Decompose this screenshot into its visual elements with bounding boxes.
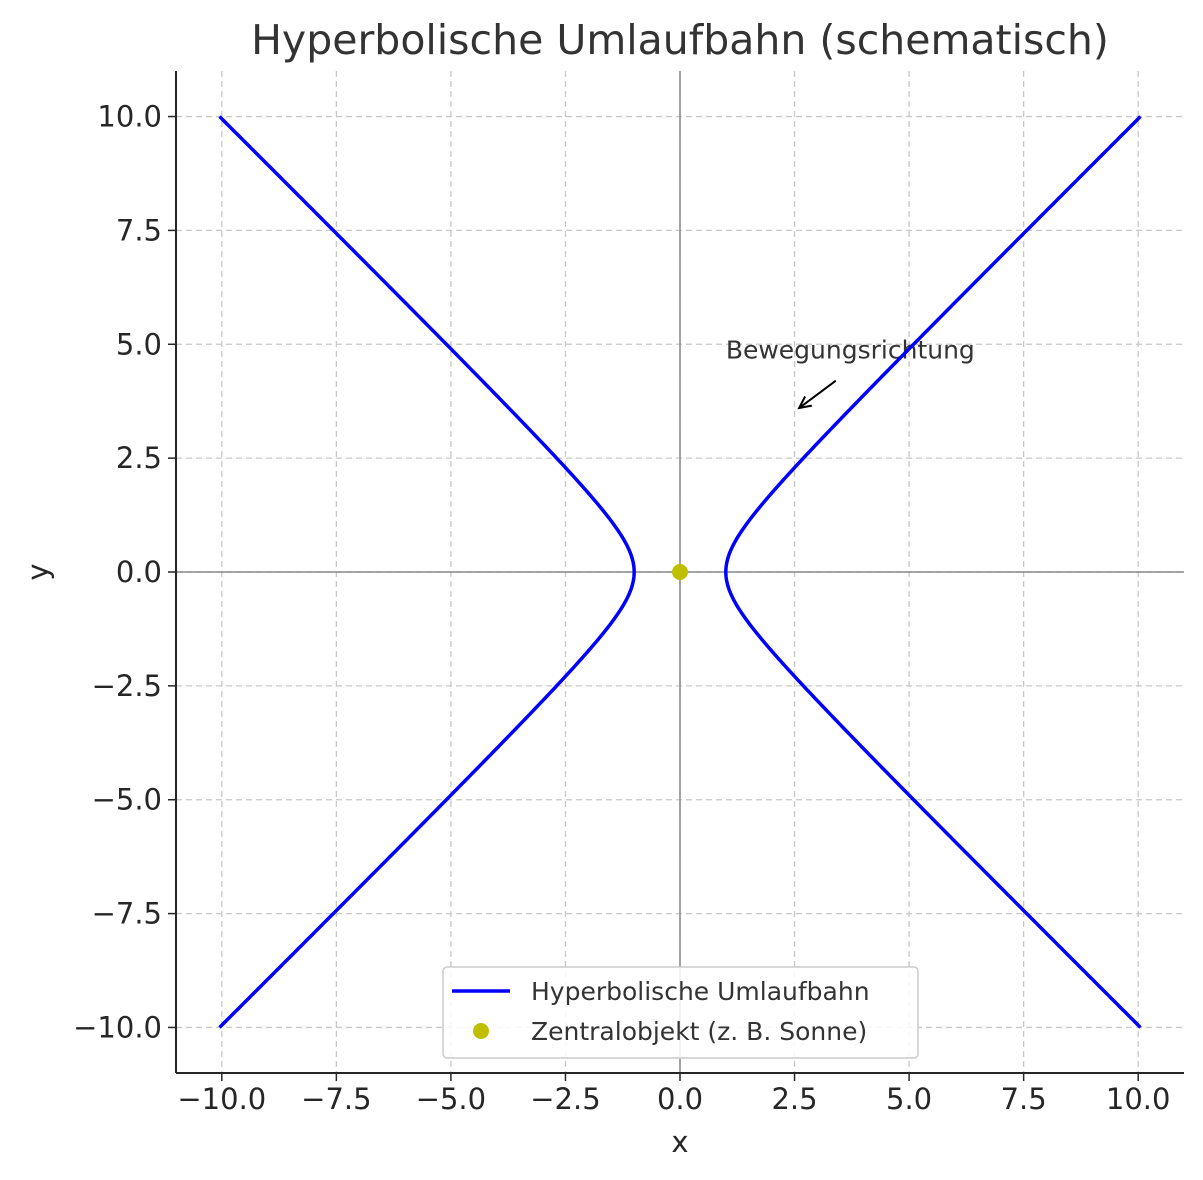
legend: Hyperbolische Umlaufbahn Zentralobjekt (… [442, 966, 919, 1059]
x-tick-label: −10.0 [177, 1082, 266, 1116]
x-tick-label: −7.5 [301, 1082, 371, 1116]
axes: −10.0 −7.5 −5.0 −2.5 0.0 2.5 5.0 7.5 10.0 −10.0 −7… [73, 71, 1184, 1116]
x-tick-label: 5.0 [886, 1082, 932, 1116]
annotation-arrow-head-icon [797, 396, 813, 410]
annotation-arrow-shaft [798, 379, 837, 409]
y-tick-label: 2.5 [116, 441, 162, 475]
x-axis-label: x [671, 1125, 688, 1159]
legend-label-central-object: Zentralobjekt (z. B. Sonne) [531, 1017, 867, 1046]
x-tick-label: 2.5 [771, 1082, 817, 1116]
y-tick-label: 5.0 [116, 327, 162, 361]
y-axis-label: y [21, 563, 55, 580]
y-tick-label: 0.0 [116, 555, 162, 589]
orbit-branch-right [724, 115, 1142, 1029]
chart-title: Hyperbolische Umlaufbahn (schematisch) [251, 16, 1109, 64]
y-tick-label: −5.0 [92, 783, 162, 817]
x-tick-label: −5.0 [416, 1082, 486, 1116]
y-tick-label: −10.0 [73, 1010, 162, 1044]
y-tick-label: −7.5 [92, 897, 162, 931]
orbit-branch-left [218, 115, 636, 1029]
y-tick-label: 10.0 [97, 100, 162, 134]
x-tick-label: 0.0 [657, 1082, 703, 1116]
legend-box [442, 966, 919, 1059]
central-object-point [672, 564, 688, 580]
x-tick-label: −2.5 [530, 1082, 600, 1116]
annotation: Bewegungsrichtung [726, 335, 975, 410]
y-tick-label: −2.5 [92, 669, 162, 703]
annotation-text: Bewegungsrichtung [726, 335, 975, 364]
legend-label-orbit: Hyperbolische Umlaufbahn [531, 977, 870, 1006]
y-tick-label: 7.5 [116, 213, 162, 247]
x-tick-label: 7.5 [1001, 1082, 1047, 1116]
legend-point-swatch [473, 1023, 489, 1039]
x-tick-label: 10.0 [1106, 1082, 1171, 1116]
series [218, 115, 1142, 1029]
